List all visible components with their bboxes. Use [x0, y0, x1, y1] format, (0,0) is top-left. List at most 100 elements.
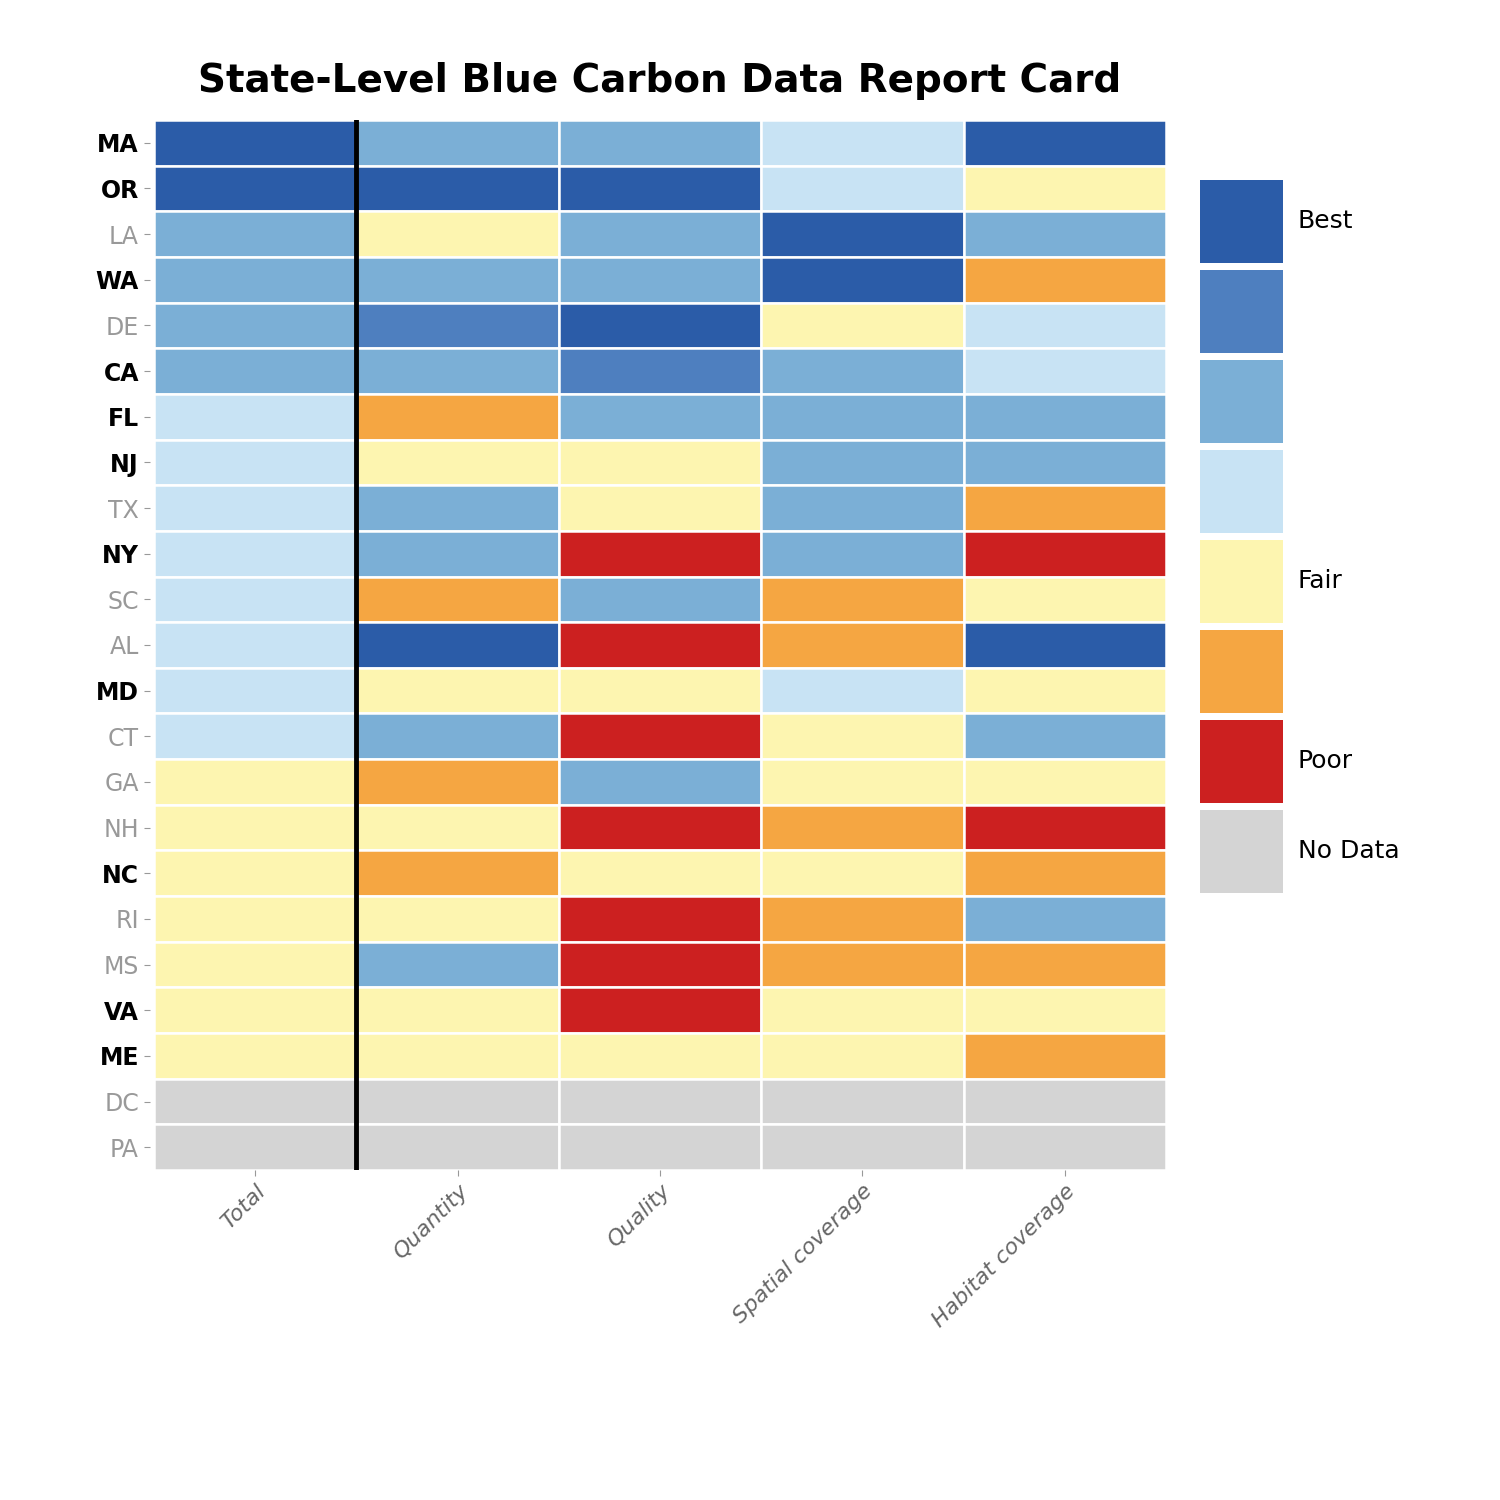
Bar	[154, 120, 357, 165]
Bar	[154, 394, 357, 439]
Bar	[560, 759, 760, 806]
Bar	[963, 120, 1166, 165]
Bar	[154, 484, 357, 531]
Bar	[357, 440, 560, 485]
Bar	[760, 1078, 963, 1125]
Bar	[560, 714, 760, 759]
Bar	[154, 576, 357, 622]
Bar	[963, 668, 1166, 714]
Bar	[357, 987, 560, 1033]
Bar	[760, 531, 963, 576]
Bar	[760, 987, 963, 1033]
Bar	[963, 440, 1166, 485]
Bar	[560, 668, 760, 714]
Bar	[760, 440, 963, 485]
Bar	[560, 531, 760, 576]
Bar	[154, 987, 357, 1033]
Bar	[963, 622, 1166, 668]
Bar	[760, 303, 963, 348]
Bar	[963, 1125, 1166, 1170]
Bar	[760, 668, 963, 714]
Bar	[357, 759, 560, 806]
Bar	[357, 668, 560, 714]
Text: Poor: Poor	[1298, 750, 1353, 774]
Bar	[760, 120, 963, 165]
Bar	[760, 759, 963, 806]
Bar	[560, 806, 760, 850]
Bar	[357, 165, 560, 211]
Bar	[560, 211, 760, 256]
Bar	[154, 850, 357, 895]
Bar	[154, 896, 357, 942]
Bar	[560, 850, 760, 895]
Bar	[963, 850, 1166, 895]
Bar	[963, 348, 1166, 394]
Bar	[760, 576, 963, 622]
Bar	[154, 622, 357, 668]
Bar	[760, 394, 963, 439]
Bar	[963, 987, 1166, 1033]
Bar	[963, 531, 1166, 576]
Bar	[154, 211, 357, 256]
Bar	[154, 668, 357, 714]
Bar	[760, 896, 963, 942]
Bar	[560, 576, 760, 622]
Bar	[560, 484, 760, 531]
Bar	[760, 211, 963, 256]
Bar	[357, 120, 560, 165]
Bar	[560, 896, 760, 942]
Bar	[963, 1078, 1166, 1125]
Bar	[560, 120, 760, 165]
Bar	[154, 714, 357, 759]
Bar	[357, 576, 560, 622]
Title: State-Level Blue Carbon Data Report Card: State-Level Blue Carbon Data Report Card	[198, 62, 1122, 100]
Bar	[357, 211, 560, 256]
Bar	[560, 256, 760, 303]
Bar	[357, 896, 560, 942]
Bar	[357, 714, 560, 759]
Bar	[963, 211, 1166, 256]
Bar	[154, 1078, 357, 1125]
Bar	[963, 484, 1166, 531]
Bar	[357, 348, 560, 394]
Bar	[357, 303, 560, 348]
Bar	[154, 759, 357, 806]
Bar	[357, 394, 560, 439]
Bar	[760, 622, 963, 668]
Bar	[357, 1034, 560, 1078]
Bar	[963, 759, 1166, 806]
Bar	[560, 942, 760, 987]
Bar	[963, 165, 1166, 211]
Bar	[963, 896, 1166, 942]
Bar	[963, 806, 1166, 850]
Text: Fair: Fair	[1298, 568, 1342, 592]
Text: Best: Best	[1298, 210, 1353, 234]
Bar	[154, 1034, 357, 1078]
Bar	[560, 1125, 760, 1170]
Bar	[963, 576, 1166, 622]
Bar	[760, 165, 963, 211]
Bar	[357, 484, 560, 531]
Bar	[357, 531, 560, 576]
Bar	[760, 484, 963, 531]
Bar	[154, 165, 357, 211]
Bar	[357, 1078, 560, 1125]
Bar	[760, 714, 963, 759]
Bar	[560, 394, 760, 439]
Bar	[963, 1034, 1166, 1078]
Bar	[357, 806, 560, 850]
Bar	[357, 256, 560, 303]
Text: No Data: No Data	[1298, 840, 1400, 864]
Bar	[357, 622, 560, 668]
Bar	[560, 348, 760, 394]
Bar	[154, 256, 357, 303]
Bar	[154, 440, 357, 485]
Bar	[357, 850, 560, 895]
Bar	[560, 987, 760, 1033]
Bar	[963, 942, 1166, 987]
Bar	[963, 303, 1166, 348]
Bar	[560, 1034, 760, 1078]
Bar	[963, 256, 1166, 303]
Bar	[357, 942, 560, 987]
Bar	[963, 714, 1166, 759]
